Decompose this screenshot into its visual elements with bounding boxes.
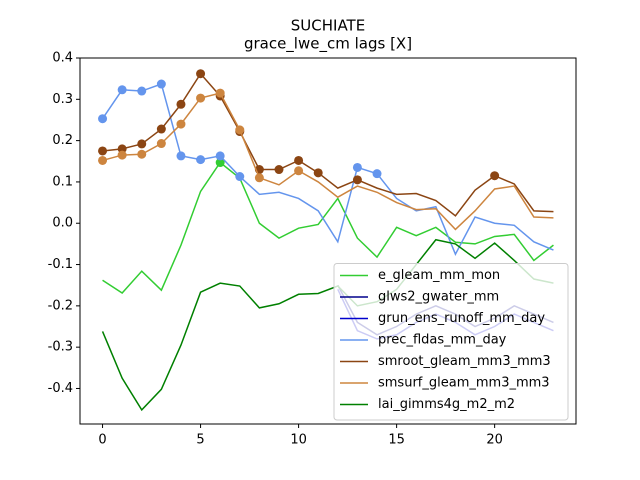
y-tick-label: -0.3 (48, 340, 73, 355)
series-line (102, 92, 554, 231)
series-marker (117, 85, 127, 95)
legend-label: lai_gimms4g_m2_m2 (378, 397, 515, 412)
x-tick-label: 0 (98, 433, 106, 448)
legend-label: grun_ens_runoff_mm_day (378, 311, 545, 326)
series-marker (156, 79, 166, 89)
y-tick-label: 0.0 (52, 216, 73, 231)
series-marker (313, 168, 323, 178)
series-marker (196, 155, 206, 165)
y-tick-label: -0.4 (48, 381, 73, 396)
series-marker (176, 119, 186, 129)
series-marker (156, 124, 166, 134)
series-marker (98, 146, 108, 156)
series-marker (137, 139, 147, 149)
legend-label: prec_fldas_mm_day (378, 333, 507, 348)
series-marker (176, 99, 186, 109)
series-marker (137, 86, 147, 96)
y-tick-label: 0.3 (52, 92, 73, 107)
legend-label: smroot_gleam_mm3_mm3 (378, 354, 551, 369)
series-marker (254, 173, 264, 183)
series-marker (117, 150, 127, 160)
legend-box (333, 263, 569, 421)
series-marker (215, 158, 225, 168)
series-line (101, 238, 554, 412)
legend-label: smsurf_gleam_mm3_mm3 (378, 376, 550, 391)
x-tick-label: 15 (388, 433, 405, 448)
series-marker (196, 69, 206, 79)
y-tick-label: 0.4 (52, 51, 73, 66)
y-tick-label: 0.2 (52, 133, 73, 148)
series-marker (372, 169, 382, 179)
series-marker (137, 149, 147, 159)
series-marker (98, 155, 108, 165)
series-marker (117, 144, 127, 154)
series-marker (98, 114, 108, 124)
y-tick-label: 0.1 (52, 174, 73, 189)
series-marker (274, 165, 284, 175)
series-marker (294, 166, 304, 176)
series-marker (196, 93, 206, 103)
series-marker (352, 175, 362, 185)
series-marker (215, 151, 225, 161)
series-marker (235, 172, 245, 182)
series-marker (294, 155, 304, 165)
series-marker (156, 139, 166, 149)
series-marker (176, 151, 186, 161)
x-tick-label: 10 (290, 433, 307, 448)
series-marker (490, 171, 500, 181)
chart-subtitle: grace_lwe_cm lags [X] (244, 35, 412, 54)
y-tick-label: -0.2 (48, 298, 73, 313)
series-line (102, 161, 554, 295)
legend-label: e_gleam_mm_mon (378, 268, 500, 283)
plot-frame (79, 57, 577, 425)
series-marker (352, 162, 362, 172)
series-marker (235, 125, 245, 135)
y-tick-label: -0.1 (48, 257, 73, 272)
legend-label: glws2_gwater_mm (378, 290, 499, 305)
x-tick-label: 20 (486, 433, 503, 448)
series-line (102, 72, 554, 217)
chart-title: SUCHIATE (291, 17, 365, 35)
series-marker (215, 88, 225, 98)
legend: e_gleam_mm_mon glws2_gwater_mm grun_ens_ru… (333, 263, 569, 421)
series-line (101, 83, 554, 256)
x-tick-label: 5 (196, 433, 204, 448)
